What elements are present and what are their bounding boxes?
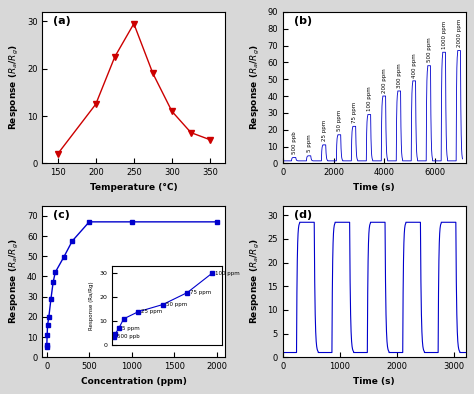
Text: 5 ppm: 5 ppm — [307, 135, 312, 152]
Text: 400 ppm: 400 ppm — [411, 53, 417, 78]
Text: 2000 ppm: 2000 ppm — [456, 19, 462, 47]
Text: 300 ppm: 300 ppm — [397, 63, 401, 87]
Text: 200 ppm: 200 ppm — [382, 68, 387, 93]
Y-axis label: Response ($R_a$/$R_g$): Response ($R_a$/$R_g$) — [9, 45, 21, 130]
X-axis label: Temperature (°C): Temperature (°C) — [90, 183, 178, 192]
Text: 75 ppm: 75 ppm — [352, 102, 357, 123]
Y-axis label: Response ($R_a$/$R_g$): Response ($R_a$/$R_g$) — [249, 45, 262, 130]
Text: (c): (c) — [54, 210, 70, 220]
Text: 500 ppm: 500 ppm — [427, 37, 432, 62]
Y-axis label: Response ($R_a$/$R_g$): Response ($R_a$/$R_g$) — [9, 239, 21, 324]
Text: (d): (d) — [294, 210, 312, 220]
Text: 1000 ppm: 1000 ppm — [442, 20, 447, 49]
Text: (a): (a) — [54, 17, 71, 26]
Text: 100 ppm: 100 ppm — [367, 86, 372, 111]
Text: 500 ppb: 500 ppb — [292, 131, 297, 154]
X-axis label: Concentration (ppm): Concentration (ppm) — [81, 377, 187, 386]
Text: 50 ppm: 50 ppm — [337, 110, 342, 131]
X-axis label: Time (s): Time (s) — [354, 377, 395, 386]
Text: 25 ppm: 25 ppm — [322, 120, 327, 141]
Text: (b): (b) — [294, 17, 312, 26]
Y-axis label: Response ($R_a$/$R_g$): Response ($R_a$/$R_g$) — [249, 239, 262, 324]
X-axis label: Time (s): Time (s) — [354, 183, 395, 192]
